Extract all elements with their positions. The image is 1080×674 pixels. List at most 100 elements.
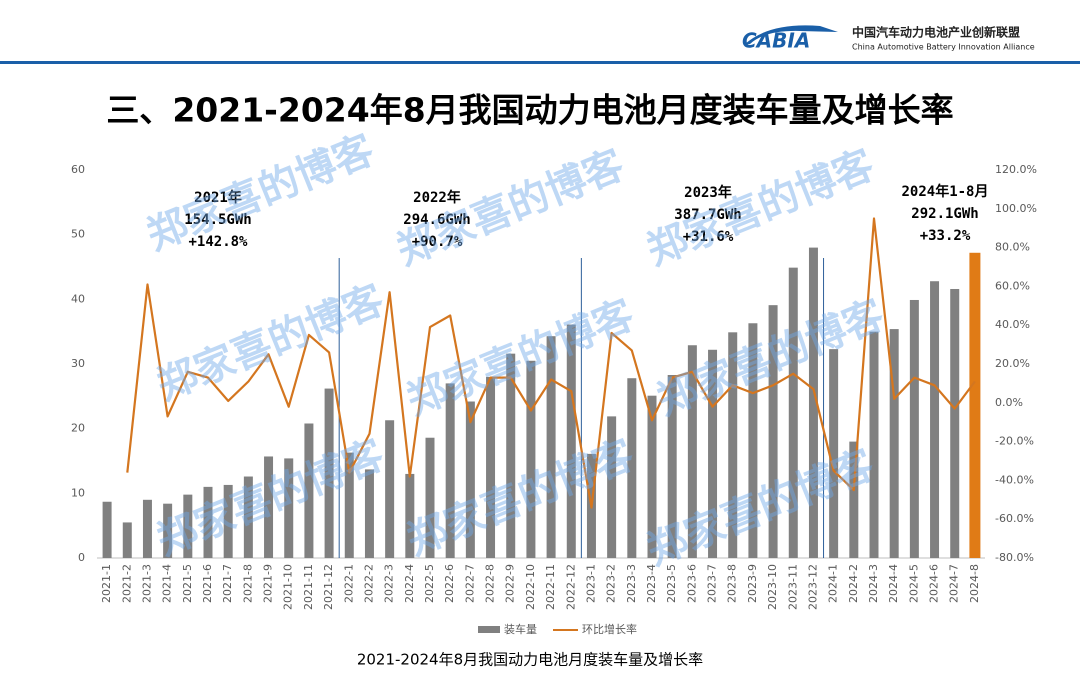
x-tick-label: 2021-12 <box>322 564 335 610</box>
x-tick-label: 2023-12 <box>806 564 819 610</box>
bar <box>788 267 798 558</box>
x-tick-label: 2023-5 <box>665 564 678 603</box>
bar <box>687 345 697 558</box>
bar <box>829 349 839 558</box>
annotation: 2021年 <box>194 189 242 206</box>
x-tick-label: 2023-1 <box>584 564 597 603</box>
bar <box>486 376 496 558</box>
header-rule <box>0 61 1080 64</box>
y-tick-label: 10 <box>71 486 85 499</box>
annotation: 154.5GWh <box>184 212 251 228</box>
x-tick-label: 2024-8 <box>968 564 981 603</box>
y-tick-label: 60 <box>71 163 85 176</box>
org-name: 中国汽车动力电池产业创新联盟 <box>852 25 1020 40</box>
bar <box>627 378 637 558</box>
x-tick-label: 2021-9 <box>262 564 275 603</box>
bar <box>546 336 556 558</box>
x-tick-label: 2022-1 <box>342 564 355 603</box>
bar <box>163 503 173 558</box>
bar <box>808 247 818 558</box>
y2-tick-label: -20.0% <box>995 435 1034 448</box>
y2-tick-label: 20.0% <box>995 357 1030 370</box>
annotation: 2022年 <box>413 189 461 206</box>
x-tick-label: 2023-11 <box>786 564 799 610</box>
bar <box>869 331 879 558</box>
x-tick-label: 2024-5 <box>907 564 920 603</box>
annotation: 292.1GWh <box>911 206 978 222</box>
x-tick-label: 2024-2 <box>847 564 860 603</box>
bar <box>526 360 536 558</box>
x-tick-label: 2024-4 <box>887 564 900 603</box>
bar <box>122 522 132 558</box>
y2-tick-label: 120.0% <box>995 163 1037 176</box>
x-tick-label: 2022-4 <box>403 564 416 603</box>
bar <box>909 299 919 558</box>
chart-title: 三、2021-2024年8月我国动力电池月度装车量及增长率 <box>106 91 953 130</box>
y-tick-label: 50 <box>71 228 85 241</box>
line <box>126 217 976 509</box>
bar <box>748 323 758 558</box>
x-tick-label: 2021-2 <box>120 564 133 603</box>
y2-tick-label: -80.0% <box>995 551 1034 564</box>
y-tick-label: 30 <box>71 357 85 370</box>
x-tick-label: 2022-8 <box>484 564 497 603</box>
x-tick-label: 2021-8 <box>241 564 254 603</box>
x-tick-label: 2023-10 <box>766 564 779 610</box>
x-tick-label: 2021-1 <box>100 564 113 603</box>
x-tick-label: 2022-10 <box>524 564 537 610</box>
bar <box>243 476 253 558</box>
x-tick-label: 2021-11 <box>302 564 315 610</box>
x-tick-label: 2023-8 <box>726 564 739 603</box>
x-tick-label: 2021-6 <box>201 564 214 603</box>
bar <box>385 420 395 558</box>
bar <box>264 456 274 558</box>
legend-label: 装车量 <box>504 622 537 636</box>
y2-tick-label: -40.0% <box>995 473 1034 486</box>
y-tick-label: 40 <box>71 292 85 305</box>
bar <box>203 486 213 558</box>
x-tick-label: 2023-6 <box>685 564 698 603</box>
bar <box>708 349 718 558</box>
x-tick-label: 2022-12 <box>564 564 577 610</box>
x-tick-label: 2024-3 <box>867 564 880 603</box>
y2-tick-label: 0.0% <box>995 396 1023 409</box>
bar <box>969 252 981 559</box>
bar <box>667 374 677 558</box>
y2-tick-label: 40.0% <box>995 318 1030 331</box>
y-tick-label: 0 <box>78 551 85 564</box>
x-tick-label: 2023-4 <box>645 564 658 603</box>
bar <box>425 437 435 558</box>
x-tick-label: 2021-10 <box>282 564 295 610</box>
bar <box>849 441 859 558</box>
x-tick-label: 2021-7 <box>221 564 234 603</box>
bar <box>364 469 374 558</box>
caption: 2021-2024年8月我国动力电池月度装车量及增长率 <box>357 651 703 669</box>
bar <box>324 388 334 558</box>
bar <box>284 458 294 558</box>
bar <box>183 494 193 558</box>
x-tick-label: 2021-5 <box>181 564 194 603</box>
bar <box>142 499 152 558</box>
y2-tick-label: 100.0% <box>995 202 1037 215</box>
bar <box>647 395 657 558</box>
x-tick-label: 2021-4 <box>161 564 174 603</box>
org-name-en: China Automotive Battery Innovation Alli… <box>852 43 1035 52</box>
annotation: +31.6% <box>683 229 734 245</box>
x-tick-label: 2024-1 <box>827 564 840 603</box>
annotation: +142.8% <box>188 234 248 250</box>
x-tick-label: 2022-11 <box>544 564 557 610</box>
bar <box>344 452 354 558</box>
x-tick-label: 2022-2 <box>362 564 375 603</box>
bar <box>506 353 516 558</box>
bar <box>930 281 940 558</box>
x-tick-label: 2022-3 <box>383 564 396 603</box>
y2-tick-label: -60.0% <box>995 512 1034 525</box>
x-tick-label: 2022-5 <box>423 564 436 603</box>
bar <box>950 288 960 558</box>
bar <box>607 416 617 558</box>
bar <box>405 473 415 558</box>
x-tick-label: 2023-7 <box>706 564 719 603</box>
bar <box>566 324 576 558</box>
